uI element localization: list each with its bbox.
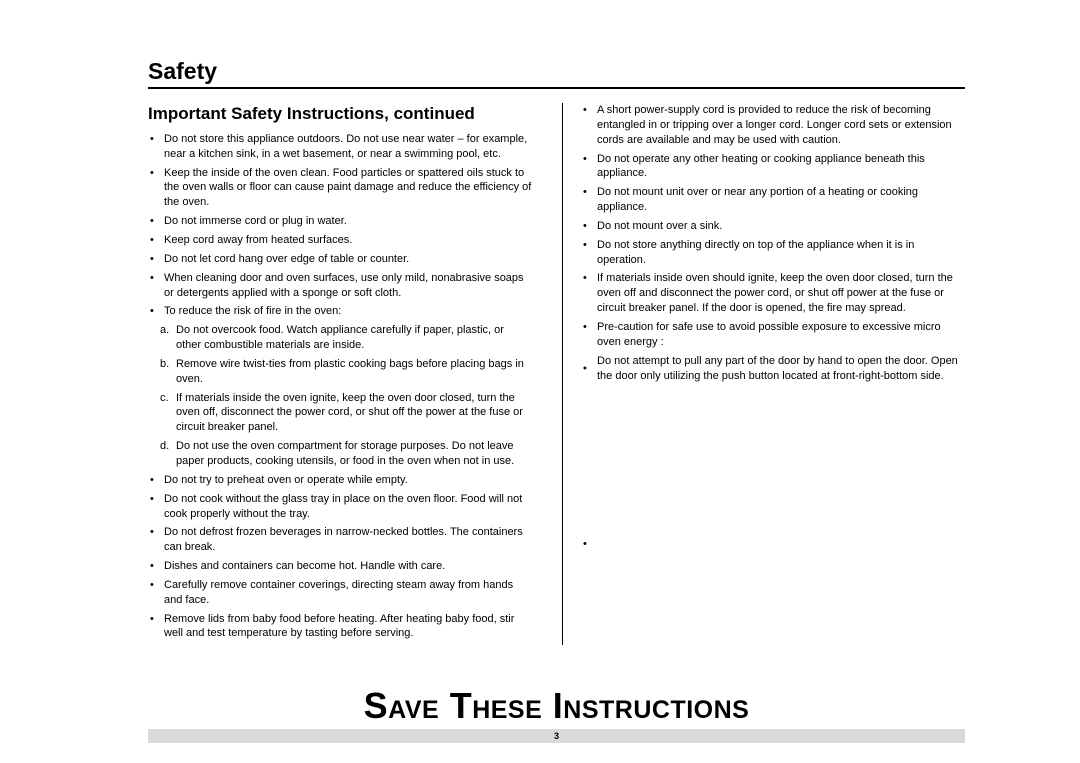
list-item: If materials inside oven should ignite, … [581, 271, 965, 316]
list-item: c. If materials inside the oven ignite, k… [148, 391, 532, 436]
list-item: Keep the inside of the oven clean. Food … [148, 166, 532, 211]
list-item: Remove lids from baby food before heatin… [148, 612, 532, 642]
list-item: Do not attempt to pull any part of the d… [581, 354, 965, 384]
list-item: Do not store anything directly on top of… [581, 238, 965, 268]
list-item [581, 537, 965, 552]
list-item: Do not operate any other heating or cook… [581, 152, 965, 182]
list-item: Do not defrost frozen beverages in narro… [148, 525, 532, 555]
sub-letter: c. [160, 391, 169, 406]
list-item: A short power-supply cord is provided to… [581, 103, 965, 148]
left-column: Important Safety Instructions, continued… [148, 103, 532, 645]
list-item: Carefully remove container coverings, di… [148, 578, 532, 608]
list-item: Do not mount unit over or near any porti… [581, 185, 965, 215]
list-item: To reduce the risk of fire in the oven: [148, 304, 532, 319]
list-item: Do not let cord hang over edge of table … [148, 252, 532, 267]
list-item: b. Remove wire twist-ties from plastic co… [148, 357, 532, 387]
page-number-bar: 3 [148, 729, 965, 743]
content-columns: Important Safety Instructions, continued… [148, 103, 965, 645]
sub-letter: b. [160, 357, 169, 372]
list-item: Do not mount over a sink. [581, 219, 965, 234]
list-item: Keep cord away from heated surfaces. [148, 233, 532, 248]
list-item: Do not immerse cord or plug in water. [148, 214, 532, 229]
list-item-text: Remove wire twist-ties from plastic cook… [176, 358, 524, 385]
list-item: Dishes and containers can become hot. Ha… [148, 559, 532, 574]
list-item: Do not store this appliance outdoors. Do… [148, 132, 532, 162]
list-item: d. Do not use the oven compartment for st… [148, 439, 532, 469]
right-column: A short power-supply cord is provided to… [562, 103, 965, 645]
list-item: Do not cook without the glass tray in pl… [148, 492, 532, 522]
subheading: Important Safety Instructions, continued [148, 103, 532, 126]
list-item: Do not try to preheat oven or operate wh… [148, 473, 532, 488]
list-item: When cleaning door and oven surfaces, us… [148, 271, 532, 301]
list-item: a. Do not overcook food. Watch appliance … [148, 323, 532, 353]
left-list: Do not store this appliance outdoors. Do… [148, 132, 532, 641]
sub-letter: a. [160, 323, 169, 338]
right-list: A short power-supply cord is provided to… [581, 103, 965, 552]
list-item-text: Do not use the oven compartment for stor… [176, 440, 514, 467]
list-item: Pre-caution for safe use to avoid possib… [581, 320, 965, 350]
page: Safety Important Safety Instructions, co… [0, 0, 1080, 763]
section-title: Safety [148, 58, 965, 89]
sub-letter: d. [160, 439, 169, 454]
save-instructions-banner: Save These Instructions [148, 685, 965, 727]
list-item-text: If materials inside the oven ignite, kee… [176, 392, 523, 434]
spacer [581, 387, 965, 537]
list-item-text: Do not overcook food. Watch appliance ca… [176, 324, 504, 351]
page-number: 3 [554, 731, 559, 741]
